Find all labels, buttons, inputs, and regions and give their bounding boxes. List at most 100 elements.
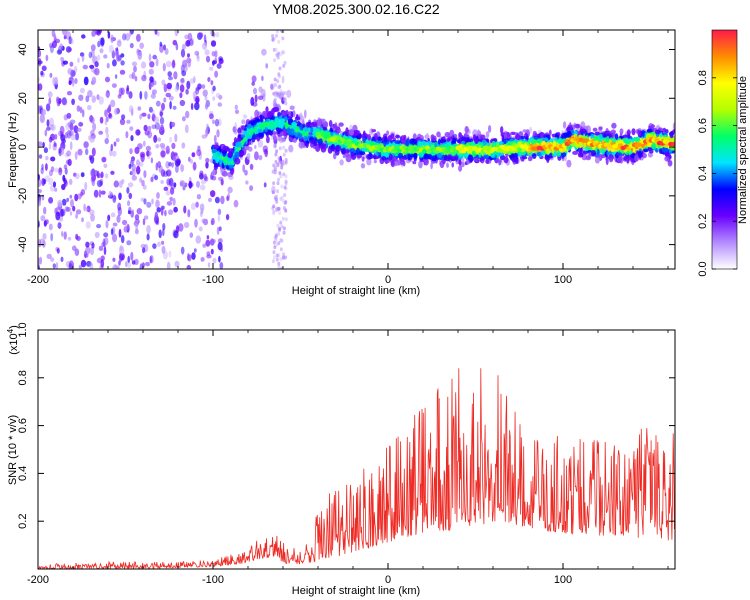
spectrogram-cell: [59, 43, 63, 50]
spectrogram-ylabel: Frequency (Hz): [7, 112, 19, 188]
spectrogram-cell: [637, 150, 642, 158]
spectrogram-cell: [395, 134, 401, 139]
spectrogram-cell: [85, 241, 90, 248]
snr-plot-area: [38, 330, 675, 569]
spectrogram-cell: [278, 171, 282, 176]
spectrogram-cell: [80, 191, 83, 197]
spectrogram-cell: [89, 262, 94, 269]
x-tick-label: -200: [27, 274, 49, 286]
spectrogram-cell: [399, 158, 405, 166]
spectrogram-cell: [498, 152, 505, 156]
spectrogram-cell: [270, 82, 276, 90]
spectrogram-cell: [50, 156, 56, 162]
spectrogram-cell: [227, 186, 233, 194]
spectrogram-cell: [283, 185, 287, 190]
spectrogram-cell: [155, 144, 160, 149]
spectrogram-cell: [127, 210, 131, 215]
spectrogram-cell: [67, 121, 73, 128]
spectrogram-cell: [125, 131, 129, 139]
spectrogram-cell: [286, 128, 292, 134]
spectrogram-cell: [234, 157, 241, 165]
spectrogram-cell: [180, 164, 185, 173]
spectrogram-cell: [649, 150, 654, 154]
spectrogram-cell: [169, 101, 172, 110]
spectrogram-cell: [157, 161, 162, 168]
spectrogram-cell: [251, 75, 257, 83]
spectrogram-cell: [91, 242, 95, 249]
spectrogram-cell: [130, 158, 135, 164]
spectrogram-cell: [271, 190, 275, 195]
spectrogram-cell: [69, 141, 73, 151]
spectrogram-cell: [278, 226, 281, 231]
spectrogram-cell: [70, 69, 75, 76]
spectrogram-cell: [158, 124, 164, 132]
spectrogram-cell: [279, 174, 283, 179]
spectrogram-cell: [216, 226, 220, 236]
spectrogram-cell: [272, 250, 276, 255]
spectrogram-cell: [276, 181, 280, 186]
spectrogram-cell: [118, 192, 122, 201]
spectrogram-cell: [60, 141, 66, 151]
spectrogram-cell: [262, 93, 266, 102]
spectrogram-cell: [52, 40, 57, 49]
spectrogram-cell: [85, 148, 89, 156]
spectrogram-peak: [671, 141, 675, 147]
spectrogram-cell: [280, 131, 284, 137]
spectrogram-cell: [263, 121, 269, 128]
y-tick-label: 0.6: [17, 418, 29, 433]
spectrogram-cell: [366, 157, 372, 166]
spectrogram-cell: [102, 238, 106, 247]
spectrogram-cell: [155, 199, 160, 209]
spectrogram-cell: [113, 141, 117, 147]
spectrogram-cell: [110, 228, 114, 236]
spectrogram-cell: [281, 36, 285, 41]
spectrogram-cell: [193, 76, 196, 84]
spectrogram-cell: [284, 255, 288, 260]
spectrogram-cell: [133, 65, 137, 73]
spectrogram-cell: [168, 209, 174, 215]
spectrogram-cell: [43, 206, 47, 215]
spectrogram-cell: [490, 152, 496, 158]
spectrogram-cell: [64, 167, 68, 175]
snr-marks: [38, 368, 675, 569]
spectrogram-cell: [190, 202, 196, 210]
spectrogram-cell: [75, 209, 82, 215]
spectrogram-cell: [284, 179, 288, 184]
spectrogram-cell: [189, 158, 194, 164]
spectrogram-cell: [124, 33, 131, 41]
spectrogram-cell: [205, 161, 209, 169]
spectrogram-cell: [225, 147, 230, 152]
spectrogram-cell: [480, 134, 486, 140]
spectrogram-cell: [56, 96, 60, 104]
spectrogram-cell: [366, 153, 373, 160]
spectrogram-cell: [60, 133, 66, 142]
spectrogram-cell: [498, 140, 504, 146]
spectrogram-cell: [222, 146, 226, 151]
spectrogram-cell: [173, 182, 177, 188]
spectrogram-cell: [140, 243, 146, 249]
spectrogram-cell: [437, 138, 441, 145]
spectrogram-cell: [605, 156, 609, 161]
spectrogram-cell: [154, 175, 159, 181]
spectrogram-cell: [271, 37, 275, 42]
spectrogram-cell: [143, 198, 147, 205]
spectrogram-cell: [280, 123, 284, 129]
spectrogram-cell: [38, 238, 42, 248]
spectrogram-cell: [377, 151, 382, 156]
spectrogram-cell: [436, 153, 443, 159]
spectrogram-cell: [149, 61, 155, 68]
spectrogram-cell: [345, 149, 350, 154]
spectrogram-cell: [384, 136, 387, 143]
spectrogram-cell: [167, 71, 172, 77]
colorbar-tick-label: 0.6: [697, 118, 709, 133]
spectrogram-cell: [372, 129, 376, 133]
spectrogram-cell: [464, 152, 469, 157]
spectrogram-cell: [196, 180, 200, 188]
spectrogram-cell: [81, 217, 84, 223]
spectrogram-cell: [274, 117, 280, 124]
spectrogram-cell: [275, 194, 278, 199]
spectrogram-cell: [292, 138, 298, 143]
spectrogram-cell: [192, 90, 197, 100]
spectrogram-cell: [274, 93, 277, 97]
spectrogram-cell: [317, 137, 323, 146]
